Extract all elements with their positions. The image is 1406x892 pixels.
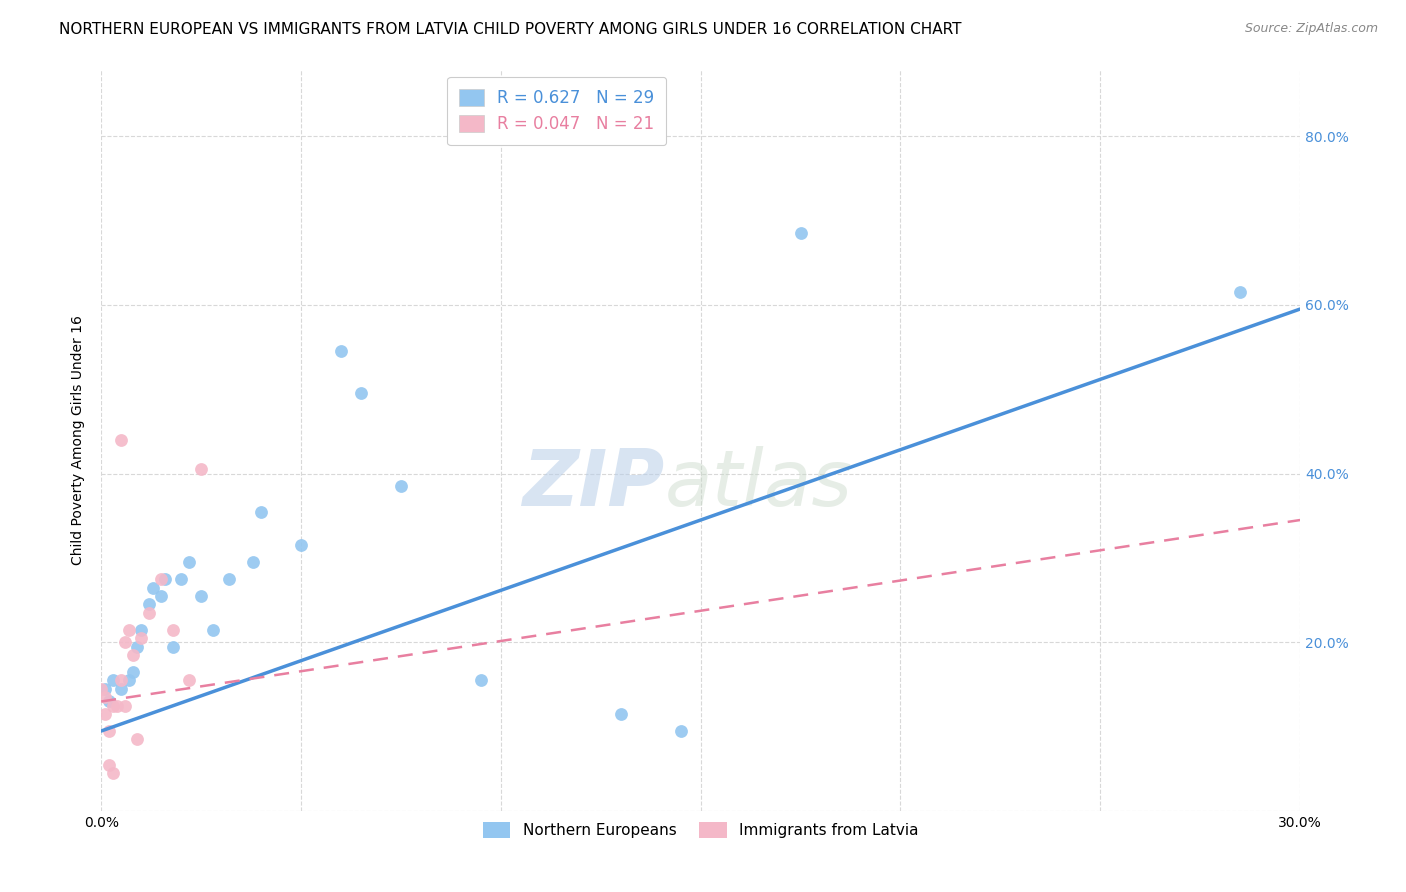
Text: ZIP: ZIP — [523, 446, 665, 523]
Point — [103, 673, 125, 688]
Point — [150, 572, 173, 586]
Point — [470, 673, 492, 688]
Point — [1229, 285, 1251, 300]
Point — [98, 694, 121, 708]
Point — [98, 757, 121, 772]
Point — [103, 766, 125, 780]
Point — [202, 623, 225, 637]
Point — [153, 572, 176, 586]
Point — [242, 555, 264, 569]
Point — [162, 623, 184, 637]
Point — [122, 665, 145, 679]
Point — [110, 681, 132, 696]
Text: atlas: atlas — [665, 446, 852, 523]
Point — [110, 673, 132, 688]
Point — [179, 673, 201, 688]
Point — [103, 698, 125, 713]
Legend: Northern Europeans, Immigrants from Latvia: Northern Europeans, Immigrants from Latv… — [477, 816, 925, 845]
Point — [150, 589, 173, 603]
Point — [138, 598, 160, 612]
Point — [170, 572, 193, 586]
Point — [190, 462, 212, 476]
Point — [127, 640, 149, 654]
Point — [330, 344, 353, 359]
Point — [142, 581, 165, 595]
Point — [350, 386, 373, 401]
Point — [94, 690, 117, 705]
Point — [218, 572, 240, 586]
Point — [609, 707, 631, 722]
Point — [118, 673, 141, 688]
Point — [105, 698, 128, 713]
Point — [94, 707, 117, 722]
Point — [114, 698, 136, 713]
Point — [669, 724, 692, 739]
Point — [114, 635, 136, 649]
Point — [179, 555, 201, 569]
Point — [389, 479, 412, 493]
Point — [129, 623, 152, 637]
Point — [190, 589, 212, 603]
Point — [162, 640, 184, 654]
Point — [122, 648, 145, 662]
Point — [129, 631, 152, 645]
Point — [118, 623, 141, 637]
Point — [98, 724, 121, 739]
Point — [90, 681, 112, 696]
Point — [250, 505, 273, 519]
Point — [110, 433, 132, 447]
Y-axis label: Child Poverty Among Girls Under 16: Child Poverty Among Girls Under 16 — [72, 315, 86, 565]
Point — [789, 226, 811, 240]
Text: Source: ZipAtlas.com: Source: ZipAtlas.com — [1244, 22, 1378, 36]
Point — [94, 681, 117, 696]
Text: NORTHERN EUROPEAN VS IMMIGRANTS FROM LATVIA CHILD POVERTY AMONG GIRLS UNDER 16 C: NORTHERN EUROPEAN VS IMMIGRANTS FROM LAT… — [59, 22, 962, 37]
Point — [127, 732, 149, 747]
Point — [138, 606, 160, 620]
Point — [290, 538, 312, 552]
